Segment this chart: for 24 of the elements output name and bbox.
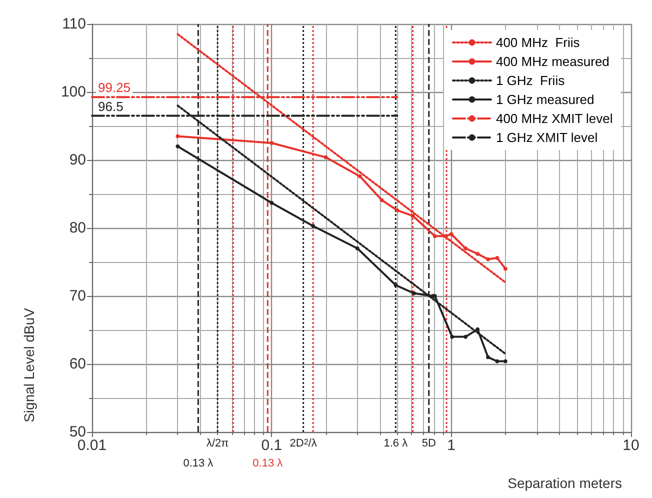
data-label: 96.5: [98, 98, 124, 114]
ref-line-label: 0.13 λ: [183, 458, 214, 470]
y-tick-label: 80: [69, 220, 86, 236]
y-tick-label: 70: [69, 288, 86, 304]
y-tick-label: 100: [60, 84, 86, 100]
y-tick-label: 110: [62, 16, 86, 32]
legend-label: 400 MHz Friis: [496, 35, 580, 50]
legend-label: 400 MHz XMIT level: [496, 111, 613, 126]
x-tick-label: 0.1: [261, 437, 282, 454]
y-tick-label: 60: [69, 356, 86, 372]
legend-label: 1 GHz XMIT level: [496, 130, 598, 145]
x-tick-label: 1: [447, 437, 456, 454]
legend-label: 1 GHz measured: [496, 92, 594, 107]
legend-label: 1 GHz Friis: [496, 73, 566, 88]
legend-label: 400 MHz measured: [496, 54, 610, 69]
y-axis-title: Signal Level dBuV: [21, 307, 37, 422]
data-label: 99.25: [98, 80, 131, 96]
ref-line-label: 1.6 λ: [384, 438, 408, 450]
ref-line-label: 5D: [422, 438, 436, 450]
x-tick-label: 10: [622, 437, 640, 454]
ref-line-label: 0.13 λ: [252, 458, 284, 470]
x-axis-title: Separation meters: [508, 475, 622, 491]
ref-line-label: λ/2π: [206, 438, 230, 450]
y-tick-label: 90: [69, 152, 86, 168]
